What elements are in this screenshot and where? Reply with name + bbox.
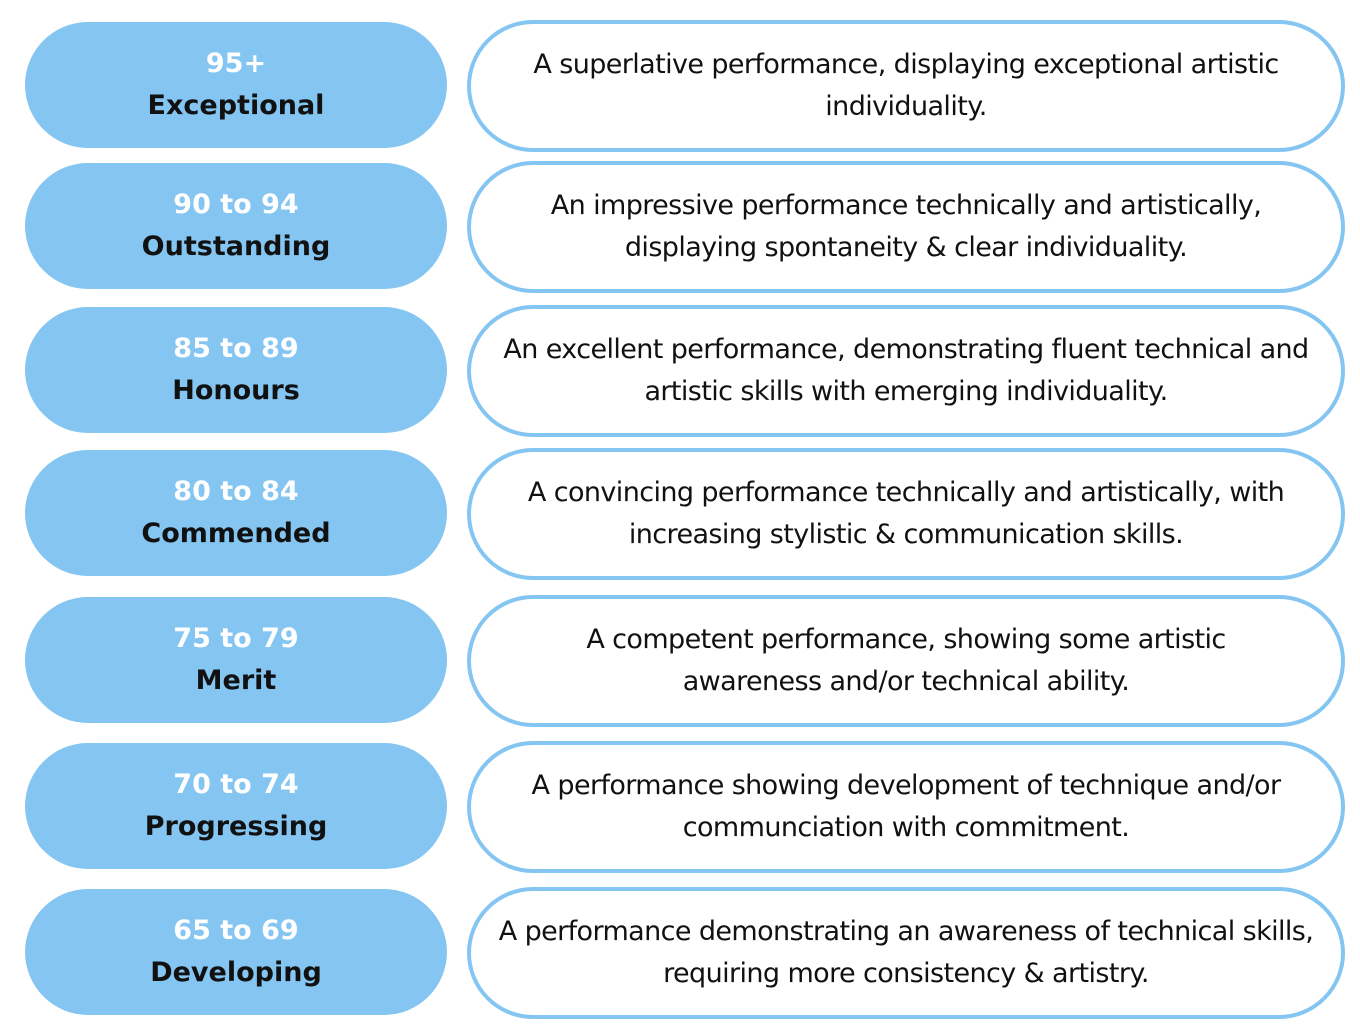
score-badge: 70 to 74 Progressing <box>25 743 447 869</box>
score-range: 85 to 89 <box>173 333 299 364</box>
score-range: 65 to 69 <box>173 915 299 946</box>
score-badge: 95+ Exceptional <box>25 22 447 148</box>
grade-row-commended: 80 to 84 Commended A convincing performa… <box>0 448 1360 580</box>
grade-row-progressing: 70 to 74 Progressing A performance showi… <box>0 741 1360 873</box>
grade-description: A competent performance, showing some ar… <box>586 624 1226 697</box>
score-badge: 80 to 84 Commended <box>25 450 447 576</box>
description-box: A convincing performance technically and… <box>467 448 1345 580</box>
grade-row-developing: 65 to 69 Developing A performance demons… <box>0 887 1360 1019</box>
description-box: A performance demonstrating an awareness… <box>467 887 1345 1019</box>
description-box: An impressive performance technically an… <box>467 161 1345 293</box>
description-box: A competent performance, showing some ar… <box>467 595 1345 727</box>
score-range: 95+ <box>205 48 267 79</box>
score-range: 70 to 74 <box>173 769 299 800</box>
description-box: A superlative performance, displaying ex… <box>467 20 1345 152</box>
grade-row-honours: 85 to 89 Honours An excellent performanc… <box>0 305 1360 437</box>
grade-label: Honours <box>172 375 300 406</box>
grade-description: A superlative performance, displaying ex… <box>533 49 1279 122</box>
grade-label: Exceptional <box>147 90 325 121</box>
grade-description: An impressive performance technically an… <box>550 190 1262 263</box>
score-range: 80 to 84 <box>173 476 299 507</box>
grade-row-outstanding: 90 to 94 Outstanding An impressive perfo… <box>0 161 1360 293</box>
grade-label: Developing <box>150 957 322 988</box>
grade-row-exceptional: 95+ Exceptional A superlative performanc… <box>0 20 1360 152</box>
description-box: A performance showing development of tec… <box>467 741 1345 873</box>
grade-label: Progressing <box>144 811 328 842</box>
score-badge: 85 to 89 Honours <box>25 307 447 433</box>
score-badge: 75 to 79 Merit <box>25 597 447 723</box>
score-badge: 65 to 69 Developing <box>25 889 447 1015</box>
grade-row-merit: 75 to 79 Merit A competent performance, … <box>0 595 1360 727</box>
grade-label: Merit <box>195 665 277 696</box>
grade-label: Commended <box>141 518 331 549</box>
score-badge: 90 to 94 Outstanding <box>25 163 447 289</box>
grade-label: Outstanding <box>141 231 331 262</box>
grade-description: A performance showing development of tec… <box>531 770 1282 843</box>
grade-description: A performance demonstrating an awareness… <box>498 916 1314 989</box>
grade-description: An excellent performance, demonstrating … <box>503 334 1309 407</box>
description-box: An excellent performance, demonstrating … <box>467 305 1345 437</box>
grade-description: A convincing performance technically and… <box>527 477 1285 550</box>
score-range: 75 to 79 <box>173 623 299 654</box>
score-range: 90 to 94 <box>173 189 299 220</box>
